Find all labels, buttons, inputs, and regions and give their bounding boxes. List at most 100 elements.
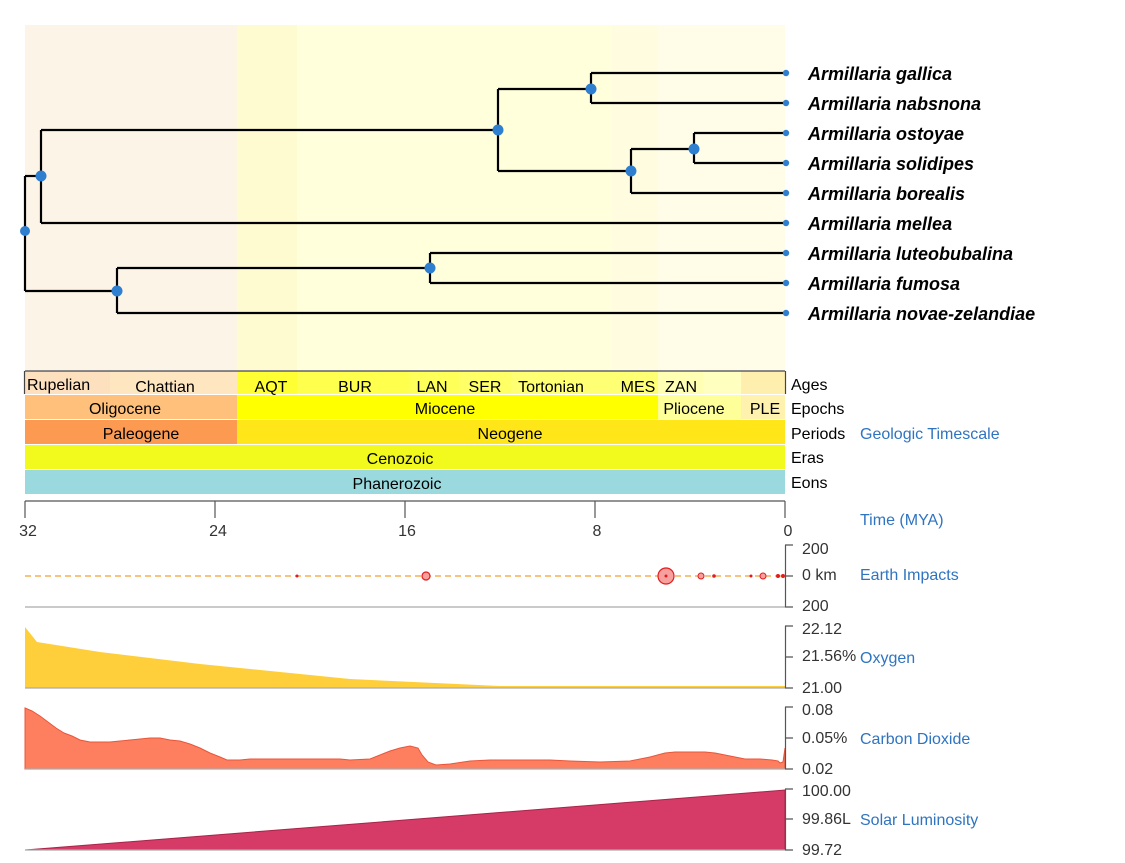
age-cell[interactable] (110, 371, 237, 394)
co2-area (24, 707, 786, 770)
geologic-timescale-link[interactable]: Geologic Timescale (860, 426, 1000, 443)
tree-node[interactable] (688, 143, 700, 155)
impact-marker[interactable] (776, 574, 780, 578)
tree-background (25, 25, 785, 370)
tip-node (782, 69, 790, 77)
age-label: Tortonian (518, 379, 584, 396)
epoch-label: Pliocene (663, 401, 724, 418)
impact-marker[interactable] (712, 574, 716, 578)
solar-tick-label: 100.00 (802, 783, 851, 800)
age-label: SER (469, 379, 502, 396)
time-tick-label: 0 (784, 523, 793, 540)
geologic-timescale: Rupelian Chattian AQT BUR LAN SER Torton… (23, 370, 1000, 494)
age-label: BUR (338, 379, 372, 396)
time-tick-label: 8 (593, 523, 602, 540)
tree-node[interactable] (625, 165, 637, 177)
row-label-epochs: Epochs (791, 401, 844, 418)
age-label: AQT (255, 379, 288, 396)
row-label-periods: Periods (791, 426, 845, 443)
age-cell[interactable] (703, 371, 741, 394)
eon-label: Phanerozoic (353, 476, 442, 493)
age-cell[interactable] (297, 371, 409, 394)
age-cell[interactable] (612, 371, 658, 394)
age-cell[interactable] (409, 371, 459, 394)
periods-row: Paleogene Neogene (25, 420, 785, 444)
time-tick-label: 16 (398, 523, 416, 540)
impact-marker[interactable] (781, 574, 785, 578)
co2-tick-label: 0.05% (802, 730, 847, 747)
tip-node (782, 159, 790, 167)
period-label: Neogene (478, 426, 543, 443)
age-cell[interactable] (237, 371, 297, 394)
solar-luminosity-link[interactable]: Solar Luminosity (860, 812, 978, 829)
tree-node[interactable] (35, 170, 47, 182)
period-cell[interactable] (25, 420, 237, 444)
tip-node (782, 219, 790, 227)
oxygen-tick-label: 21.56% (802, 648, 856, 665)
epoch-cell[interactable] (741, 395, 785, 419)
oxygen-area (25, 627, 785, 688)
era-label: Cenozoic (367, 451, 434, 468)
oxygen-link[interactable]: Oxygen (860, 650, 915, 667)
oxygen-tick-label: 21.00 (802, 680, 842, 697)
epoch-cell[interactable] (237, 395, 658, 419)
tip-node (782, 99, 790, 107)
eon-cell[interactable] (25, 470, 785, 494)
tip-node (782, 129, 790, 137)
epochs-row: Oligocene Miocene Pliocene PLE (25, 395, 785, 419)
time-tick-label: 32 (19, 523, 37, 540)
epoch-label: Miocene (415, 401, 476, 418)
time-axis-link[interactable]: Time (MYA) (860, 512, 944, 529)
carbon-dioxide-link[interactable]: Carbon Dioxide (860, 731, 970, 748)
co2-tick-label: 0.08 (802, 702, 833, 719)
solar-area (24, 789, 786, 851)
age-cell[interactable] (25, 371, 110, 394)
row-label-ages: Ages (791, 377, 827, 394)
era-cell[interactable] (25, 445, 785, 469)
age-cell[interactable] (511, 371, 612, 394)
row-label-eons: Eons (791, 475, 827, 492)
tree-node[interactable] (585, 83, 597, 95)
impact-marker[interactable] (697, 572, 705, 580)
tree-node[interactable] (20, 226, 30, 236)
age-label: ZAN (665, 379, 697, 396)
co2-tick-label: 0.02 (802, 761, 833, 778)
oxygen-panel: 22.12 21.56% 21.00 Oxygen (25, 621, 915, 697)
taxon-label[interactable]: Armillaria gallica (807, 64, 952, 84)
time-tick-label: 24 (209, 523, 227, 540)
oxygen-tick-label: 22.12 (802, 621, 842, 638)
tip-node (782, 249, 790, 257)
taxon-label[interactable]: Armillaria fumosa (807, 274, 960, 294)
eons-row: Phanerozoic (25, 470, 785, 494)
taxon-label[interactable]: Armillaria luteobubalina (807, 244, 1013, 264)
taxon-label[interactable]: Armillaria mellea (807, 214, 952, 234)
tip-node (782, 189, 790, 197)
age-label: MES (621, 379, 656, 396)
tree-node[interactable] (424, 262, 436, 274)
period-cell[interactable] (237, 420, 785, 444)
taxon-label[interactable]: Armillaria ostoyae (807, 124, 964, 144)
impact-marker[interactable] (749, 574, 753, 578)
age-label: Rupelian (27, 377, 90, 394)
epoch-cell[interactable] (658, 395, 741, 419)
age-cell[interactable] (459, 371, 511, 394)
earth-impacts-link[interactable]: Earth Impacts (860, 567, 959, 584)
tip-node (782, 309, 790, 317)
taxon-label[interactable]: Armillaria borealis (807, 184, 965, 204)
tree-node[interactable] (111, 285, 123, 297)
impact-marker[interactable] (759, 572, 767, 580)
age-cell[interactable] (741, 371, 785, 394)
solar-tick-label: 99.72 (802, 842, 842, 859)
impact-marker[interactable] (664, 574, 668, 578)
impact-marker[interactable] (295, 574, 299, 578)
age-label: LAN (416, 379, 447, 396)
taxon-label[interactable]: Armillaria nabsnona (807, 94, 981, 114)
age-cell[interactable] (658, 371, 703, 394)
taxon-label[interactable]: Armillaria novae-zelandiae (807, 304, 1035, 324)
impact-tick-label: 0 km (802, 567, 837, 584)
impact-marker[interactable] (421, 571, 431, 581)
epoch-cell[interactable] (25, 395, 237, 419)
tree-node[interactable] (492, 124, 504, 136)
solar-tick-label: 99.86L (802, 811, 851, 828)
taxon-label[interactable]: Armillaria solidipes (807, 154, 974, 174)
